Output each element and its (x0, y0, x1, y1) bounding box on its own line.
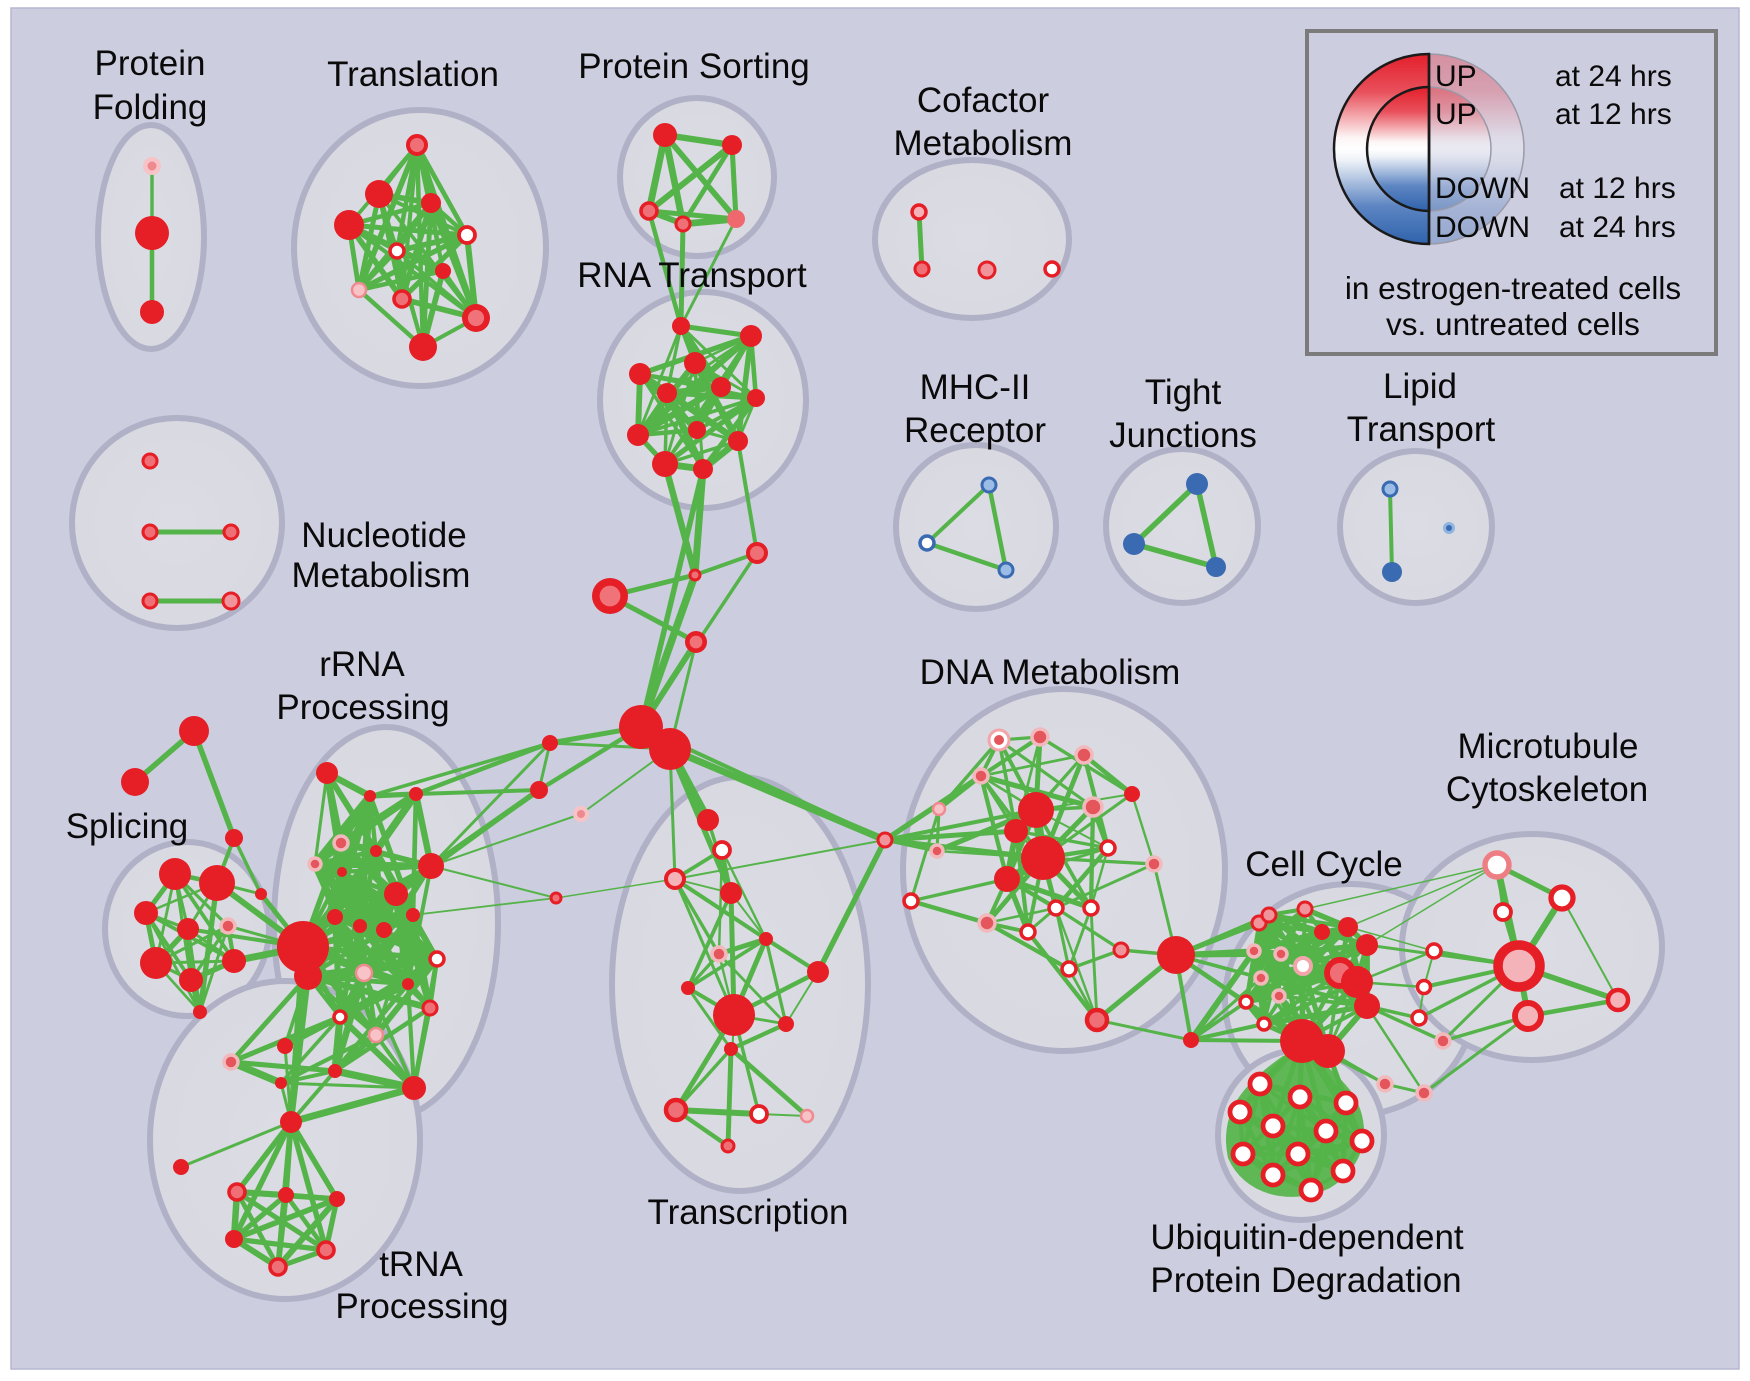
svg-text:at 24 hrs: at 24 hrs (1555, 60, 1672, 93)
svg-text:Cell Cycle: Cell Cycle (1245, 845, 1403, 884)
svg-text:Receptor: Receptor (904, 411, 1046, 450)
svg-text:RNA Transport: RNA Transport (577, 256, 807, 295)
svg-text:Splicing: Splicing (66, 807, 189, 846)
svg-text:Transport: Transport (1347, 410, 1496, 449)
svg-text:Metabolism: Metabolism (894, 124, 1073, 163)
svg-text:UP: UP (1435, 60, 1477, 93)
svg-text:at 24 hrs: at 24 hrs (1559, 211, 1676, 244)
svg-text:Ubiquitin-dependent: Ubiquitin-dependent (1150, 1218, 1464, 1257)
svg-text:Protein Sorting: Protein Sorting (578, 47, 810, 86)
svg-text:Transcription: Transcription (648, 1193, 849, 1232)
svg-text:Folding: Folding (93, 88, 208, 127)
svg-text:Cytoskeleton: Cytoskeleton (1446, 770, 1648, 809)
svg-text:DOWN: DOWN (1435, 211, 1530, 244)
svg-text:UP: UP (1435, 98, 1477, 131)
svg-text:vs. untreated cells: vs. untreated cells (1386, 306, 1640, 342)
svg-text:at 12 hrs: at 12 hrs (1559, 172, 1676, 205)
svg-text:Microtubule: Microtubule (1458, 727, 1639, 766)
svg-text:Cofactor: Cofactor (917, 81, 1050, 120)
svg-text:DNA Metabolism: DNA Metabolism (920, 653, 1181, 692)
svg-text:Translation: Translation (327, 55, 499, 94)
svg-text:Processing: Processing (335, 1287, 508, 1326)
svg-text:tRNA: tRNA (379, 1245, 463, 1284)
svg-text:DOWN: DOWN (1435, 172, 1530, 205)
svg-text:MHC-II: MHC-II (920, 368, 1031, 407)
svg-text:Metabolism: Metabolism (292, 556, 471, 595)
svg-text:rRNA: rRNA (319, 645, 405, 684)
svg-text:Protein Degradation: Protein Degradation (1150, 1261, 1461, 1300)
svg-text:Processing: Processing (276, 688, 449, 727)
svg-text:Junctions: Junctions (1109, 416, 1257, 455)
svg-text:in estrogen-treated cells: in estrogen-treated cells (1345, 270, 1681, 306)
svg-text:Protein: Protein (95, 44, 206, 83)
svg-text:Lipid: Lipid (1383, 367, 1457, 406)
svg-text:at 12 hrs: at 12 hrs (1555, 98, 1672, 131)
svg-text:Nucleotide: Nucleotide (301, 516, 466, 555)
svg-text:Tight: Tight (1145, 373, 1222, 412)
